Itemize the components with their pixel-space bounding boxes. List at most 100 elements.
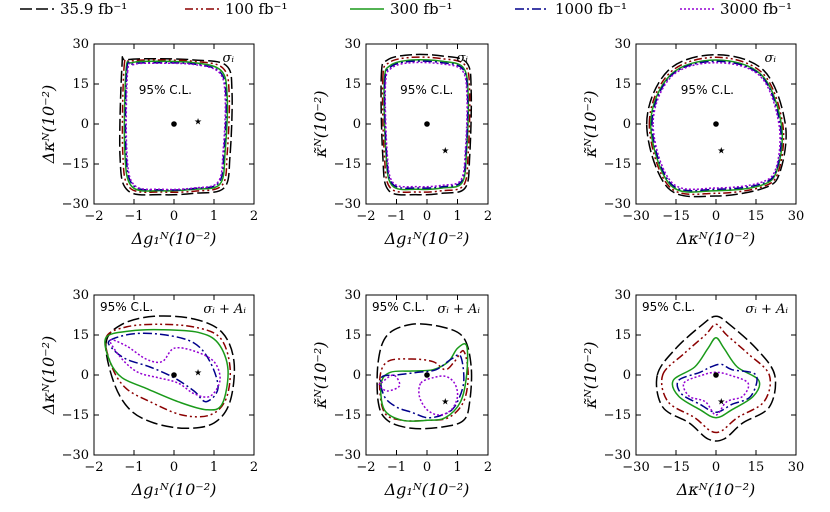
cl-label: 95% C.L. [642,300,695,314]
x-tick-label: 1 [453,460,461,475]
y-axis-label: Δκᴺ(10⁻²) [39,85,58,165]
x-tick-label: −30 [622,460,649,475]
panel-tag: σᵢ [765,51,777,66]
contour-0 [105,315,236,430]
sm-point-marker [424,372,430,378]
x-axis-label: Δg₁ᴺ(10⁻²) [384,480,470,499]
x-tick-label: 0 [712,460,720,475]
panel-tag: σᵢ + Aᵢ [203,302,246,317]
x-tick-label: 2 [484,460,492,475]
x-tick-label: 1 [210,209,218,224]
x-tick-label: 2 [250,209,258,224]
x-axis-label: Δg₁ᴺ(10⁻²) [131,480,217,499]
contour-1 [121,58,231,194]
star-marker: ★ [717,147,725,157]
cl-label: 95% C.L. [400,83,453,97]
x-tick-label: 0 [423,209,431,224]
y-tick-label: −30 [334,197,361,212]
y-tick-label: 30 [72,288,89,303]
x-tick-label: 30 [788,460,805,475]
contour-3 [379,353,465,419]
legend-item-2: 300 fb⁻¹ [350,0,452,18]
contour-1 [648,56,785,196]
contour-group [380,53,473,196]
x-tick-label: −1 [387,209,406,224]
y-tick-label: 30 [344,288,361,303]
contour-4 [682,371,750,416]
y-tick-label: 15 [72,77,89,92]
y-axis-label: κ̃ᴺ(10⁻²) [581,90,600,158]
panel-tag: σᵢ [223,51,235,66]
contour-0 [376,323,473,430]
y-tick-label: 0 [81,368,89,383]
y-tick-label: 0 [353,368,361,383]
y-tick-label: 15 [344,328,361,343]
y-axis-label: κ̃ᴺ(10⁻²) [581,341,600,409]
legend-item-3: 1000 fb⁻¹ [515,0,627,18]
x-tick-label: 2 [484,209,492,224]
contour-2 [649,59,784,193]
cl-label: 95% C.L. [681,83,734,97]
legend-label: 35.9 fb⁻¹ [60,0,127,18]
panel-4: −2 −1 0 1 2 −30 −15 0 15 30 Δg₁ᴺ(10⁻²) Δκᴺ(10⁻²) σᵢ … [39,288,258,499]
y-tick-label: 15 [614,77,631,92]
x-tick-label: −2 [84,460,103,475]
cl-label: 95% C.L. [100,300,153,314]
panel-3: −30 −15 0 15 30 −30 −15 0 15 30 Δκᴺ(10⁻²) κ̃ᴺ(10⁻²)… [581,37,804,248]
y-axis-label: Δκᴺ(10⁻²) [39,336,58,416]
x-tick-label: 1 [453,209,461,224]
x-tick-label: −15 [662,460,689,475]
x-tick-label: −1 [124,460,143,475]
y-tick-label: 30 [614,37,631,52]
y-tick-label: 30 [72,37,89,52]
x-tick-label: −2 [356,209,375,224]
y-tick-label: −30 [604,448,631,463]
x-tick-label: −15 [662,209,689,224]
panel-tag: σᵢ + Aᵢ [437,302,480,317]
y-tick-label: 15 [614,328,631,343]
panel-5: −2 −1 0 1 2 −30 −15 0 15 30 Δg₁ᴺ(10⁻²) κ̃ᴺ(10⁻²) σᵢ … [311,288,492,499]
x-axis-label: Δκᴺ(10⁻²) [676,229,756,248]
x-tick-label: 1 [210,460,218,475]
panel-tag: σᵢ + Aᵢ [745,302,788,317]
legend-label: 300 fb⁻¹ [390,0,452,18]
contour-2 [380,343,469,422]
x-tick-label: 15 [748,460,765,475]
y-tick-label: 30 [614,288,631,303]
contour-3 [676,363,758,414]
contour-0 [655,315,777,442]
contour-4 [384,61,468,188]
panel-2: −2 −1 0 1 2 −30 −15 0 15 30 Δg₁ᴺ(10⁻²) κ̃ᴺ(10⁻²) σᵢ 9… [311,37,492,248]
contour-1 [660,323,772,434]
panel-1: −2 −1 0 1 2 −30 −15 0 15 30 Δg₁ᴺ(10⁻²) Δκᴺ(10⁻²) σᵢ 9… [39,37,258,248]
cl-label: 95% C.L. [372,300,425,314]
y-tick-label: −15 [62,408,89,423]
x-tick-label: 0 [712,209,720,224]
y-tick-label: 30 [344,37,361,52]
x-tick-label: 30 [788,209,805,224]
y-tick-label: −15 [604,408,631,423]
x-tick-label: 15 [748,209,765,224]
y-tick-label: −30 [62,448,89,463]
y-tick-label: 0 [81,117,89,132]
sm-point-marker [713,372,719,378]
legend-label: 100 fb⁻¹ [225,0,287,18]
contour-3 [651,60,782,192]
contour-group [376,323,473,430]
contour-2 [123,60,229,192]
x-tick-label: −2 [356,460,375,475]
contour-4 [125,62,227,191]
legend-item-0: 35.9 fb⁻¹ [20,0,127,18]
contour-group [645,53,787,198]
x-axis-label: Δκᴺ(10⁻²) [676,480,756,499]
x-tick-label: −2 [84,209,103,224]
y-tick-label: −15 [604,157,631,172]
contour-3 [124,61,227,191]
contour-group [655,315,777,442]
panel-6: −30 −15 0 15 30 −30 −15 0 15 30 Δκᴺ(10⁻²) κ̃ᴺ(10⁻²)… [581,288,804,499]
legend-label: 3000 fb⁻¹ [720,0,792,18]
x-tick-label: −1 [387,460,406,475]
contour-0 [380,53,473,196]
x-tick-label: −30 [622,209,649,224]
